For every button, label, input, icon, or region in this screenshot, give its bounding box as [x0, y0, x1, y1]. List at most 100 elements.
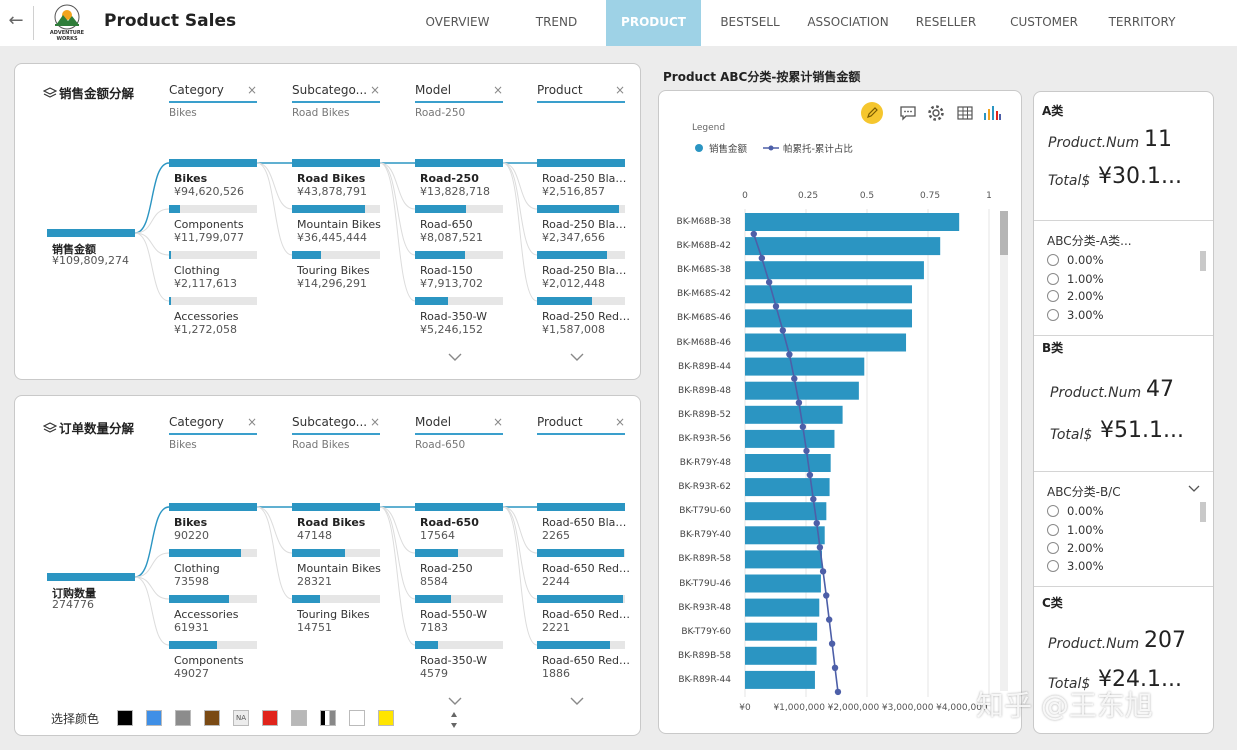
slicer-bc-option[interactable]: 3.00% [1047, 559, 1104, 575]
sales-bar[interactable] [745, 285, 913, 304]
slicer-bc-option[interactable]: 0.00% [1047, 504, 1104, 520]
sales-bar[interactable] [745, 454, 831, 472]
tab-overview[interactable]: OVERVIEW [425, 15, 490, 29]
pareto-point[interactable] [750, 230, 757, 238]
sales-bar[interactable] [745, 213, 960, 231]
back-arrow-icon[interactable]: ← [8, 10, 24, 31]
color-swatch[interactable] [262, 710, 278, 726]
gear-icon[interactable] [925, 102, 947, 124]
color-swatch[interactable] [349, 710, 365, 726]
tab-territory[interactable]: TERRITORY [1108, 15, 1176, 29]
pareto-point[interactable] [834, 688, 842, 696]
pareto-point[interactable] [825, 616, 833, 623]
remove-level-icon[interactable]: × [614, 415, 625, 429]
tab-reseller[interactable]: RESELLER [915, 15, 977, 29]
pareto-point[interactable] [806, 471, 814, 479]
color-swatch[interactable] [291, 710, 307, 726]
sales-bar[interactable] [745, 333, 907, 352]
chevron-down-icon[interactable] [569, 352, 585, 362]
slicer-bc-option[interactable]: 1.00% [1047, 523, 1104, 539]
tree-level-header[interactable]: Category × [169, 83, 257, 103]
remove-level-icon[interactable]: × [246, 415, 257, 429]
pareto-point[interactable] [758, 254, 766, 262]
table-grid-icon[interactable] [954, 102, 976, 124]
sales-bar[interactable] [745, 405, 843, 424]
pareto-point[interactable] [786, 351, 793, 358]
sales-bar[interactable] [745, 381, 859, 400]
slicer-a-option[interactable]: 3.00% [1047, 308, 1104, 324]
sales-bar[interactable] [745, 357, 865, 376]
tab-bestsell[interactable]: BESTSELL [720, 15, 780, 29]
remove-level-icon[interactable]: × [614, 83, 625, 97]
sales-bar[interactable] [745, 429, 835, 448]
pareto-point[interactable] [810, 495, 817, 503]
color-swatch[interactable] [146, 710, 162, 726]
slicer-a-option[interactable]: 1.00% [1047, 272, 1104, 288]
color-swatch[interactable] [175, 710, 191, 726]
chevron-down-icon[interactable] [569, 696, 585, 706]
sales-bar[interactable] [745, 574, 821, 593]
remove-level-icon[interactable]: × [492, 83, 503, 97]
sales-bar[interactable] [745, 622, 818, 641]
pareto-point[interactable] [823, 592, 830, 599]
pareto-point[interactable] [795, 399, 803, 406]
color-swatch[interactable] [378, 710, 394, 726]
slicer-a-option[interactable]: 2.00% [1047, 289, 1104, 305]
sales-bar[interactable] [745, 598, 820, 617]
sales-bar[interactable] [745, 670, 815, 689]
sales-bar[interactable] [745, 478, 830, 497]
pareto-point[interactable] [772, 303, 780, 310]
pareto-point[interactable] [803, 447, 810, 455]
sales-bar[interactable] [745, 646, 817, 665]
tree-level-header[interactable]: Model × [415, 415, 503, 435]
slicer-a-scrollbar[interactable] [1200, 251, 1206, 271]
sales-bar[interactable] [745, 237, 941, 256]
tree-level-header[interactable]: Category × [169, 415, 257, 435]
color-swatch[interactable]: NA [233, 710, 249, 726]
slicer-a-option[interactable]: 0.00% [1047, 253, 1104, 269]
remove-level-icon[interactable]: × [246, 83, 257, 97]
pareto-point[interactable] [816, 544, 824, 551]
edit-pencil-icon[interactable] [861, 102, 883, 124]
sales-bar[interactable] [745, 261, 924, 280]
tree-level-header[interactable]: Model × [415, 83, 503, 103]
slicer-bc-option[interactable]: 2.00% [1047, 541, 1104, 557]
tree-level-header[interactable]: Subcatego... × [292, 83, 380, 103]
pareto-point[interactable] [819, 568, 827, 575]
legend-item-pareto[interactable]: 帕累托-累计占比 [763, 141, 853, 155]
chevron-down-icon[interactable] [447, 696, 463, 706]
remove-level-icon[interactable]: × [369, 83, 380, 97]
pareto-point[interactable] [779, 327, 787, 334]
pareto-point[interactable] [828, 640, 836, 647]
chevron-down-icon[interactable] [1188, 485, 1200, 493]
comment-icon[interactable] [897, 102, 919, 124]
tab-trend[interactable]: TREND [535, 15, 578, 29]
color-swatch[interactable] [320, 710, 336, 726]
remove-level-icon[interactable]: × [492, 415, 503, 429]
color-swatch[interactable] [204, 710, 220, 726]
tab-association[interactable]: ASSOCIATION [807, 15, 889, 29]
legend-item-sales[interactable]: 销售金额 [695, 141, 747, 155]
sales-bar[interactable] [745, 309, 913, 328]
pareto-point[interactable] [765, 279, 773, 286]
color-swatch[interactable] [117, 710, 133, 726]
tab-customer[interactable]: CUSTOMER [1010, 15, 1078, 29]
pareto-point[interactable] [813, 520, 820, 527]
tree-level-header[interactable]: Product × [537, 83, 625, 103]
chart-scrollbar-thumb[interactable] [1000, 211, 1008, 255]
remove-level-icon[interactable]: × [369, 415, 380, 429]
tab-product[interactable]: PRODUCT [606, 0, 701, 46]
chart-scrollbar[interactable] [1000, 211, 1008, 691]
sales-bar[interactable] [745, 550, 822, 569]
pareto-point[interactable] [799, 423, 807, 430]
tree-level-header[interactable]: Product × [537, 415, 625, 435]
chevron-down-icon[interactable] [447, 352, 463, 362]
sales-bar[interactable] [745, 502, 827, 521]
sales-bar[interactable] [745, 526, 825, 545]
pareto-point[interactable] [831, 664, 839, 671]
chart-type-icon[interactable] [981, 102, 1003, 124]
tree-level-header[interactable]: Subcatego... × [292, 415, 380, 435]
slicer-bc-scrollbar[interactable] [1200, 502, 1206, 522]
pareto-point[interactable] [791, 375, 798, 382]
color-stepper[interactable] [449, 708, 459, 732]
